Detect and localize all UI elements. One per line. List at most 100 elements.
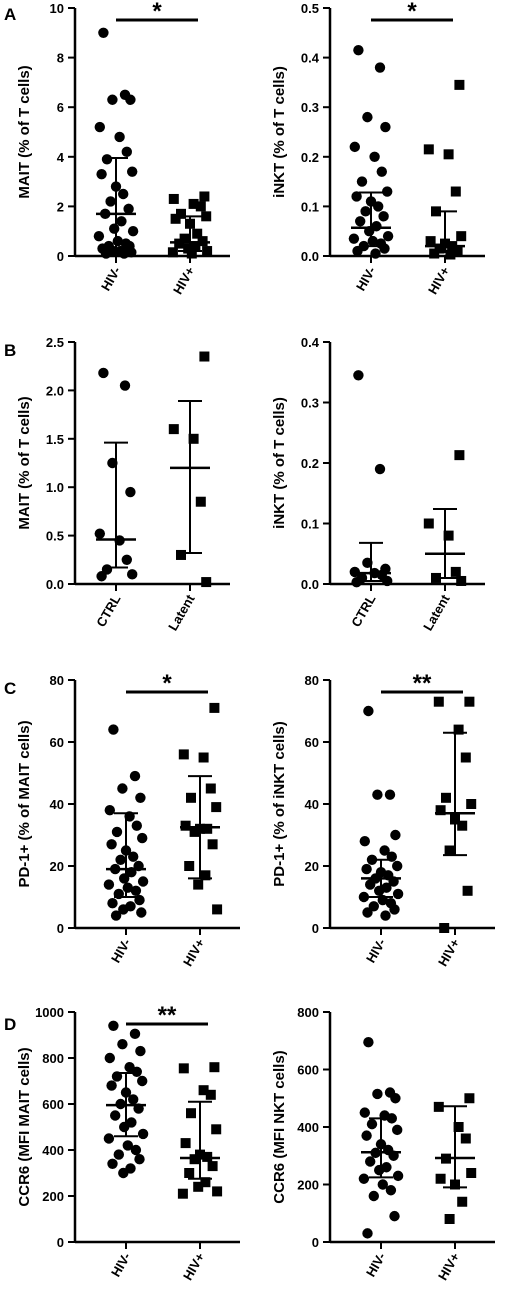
data-point-hiv- <box>186 1108 196 1119</box>
x-tick-label-hiv-: HIV- <box>108 1250 134 1279</box>
data-point-latent <box>201 577 212 588</box>
data-point-hiv- <box>390 1093 401 1104</box>
data-point-hiv- <box>192 228 203 239</box>
x-tick-label-hiv-: HIV+ <box>425 264 453 297</box>
y-tick-label: 800 <box>297 1005 319 1020</box>
data-point-hiv- <box>362 1228 373 1239</box>
chart-d-right: 0 200 400 600 800 CCR6 (MFI NKT cells) HIV- HIV… <box>271 1005 495 1283</box>
data-point-hiv- <box>110 910 122 921</box>
data-point-hiv- <box>179 233 190 244</box>
data-point-hiv- <box>209 1062 220 1073</box>
data-point-hiv- <box>358 1173 370 1184</box>
data-point-hiv- <box>184 1168 195 1178</box>
data-point-hiv- <box>462 885 473 896</box>
significance-label: ** <box>158 1002 177 1029</box>
data-point-hiv- <box>433 1101 444 1112</box>
chart-b-left: 0.0 0.5 1.0 1.5 2.0 2.5 MAIT (% of T cells) CTR… <box>16 335 230 633</box>
data-point-hiv- <box>200 1177 211 1188</box>
data-point-hiv- <box>351 191 362 202</box>
panel-label-a: A <box>4 5 16 24</box>
data-point-hiv- <box>134 1154 145 1165</box>
data-point-hiv- <box>378 211 389 222</box>
data-point-hiv- <box>358 891 370 903</box>
data-point-hiv- <box>117 783 128 794</box>
data-point-hiv- <box>170 213 181 224</box>
data-point-hiv- <box>380 121 391 133</box>
data-point-hiv- <box>94 121 106 133</box>
x-tick-label-hiv-: HIV+ <box>435 936 463 969</box>
data-point-hiv- <box>184 861 195 871</box>
data-point-hiv- <box>349 141 360 153</box>
y-tick-label: 0.1 <box>301 517 319 532</box>
data-point-hiv- <box>441 792 451 803</box>
data-point-hiv- <box>209 702 220 713</box>
data-point-hiv- <box>103 879 115 890</box>
x-tick-label-hiv-: HIV- <box>98 264 124 293</box>
data-point-hiv- <box>137 876 149 887</box>
data-point-hiv- <box>212 1186 223 1197</box>
data-point-latent <box>176 549 186 560</box>
y-tick-label: 400 <box>297 1120 319 1135</box>
data-point-hiv- <box>392 1170 404 1182</box>
y-tick-label: 200 <box>297 1178 319 1193</box>
x-tick-label-hiv-: HIV- <box>363 1250 389 1279</box>
data-point-hiv- <box>113 1149 125 1160</box>
data-point-hiv- <box>356 176 368 187</box>
data-point-hiv- <box>135 1045 146 1057</box>
data-point-hiv- <box>382 186 393 197</box>
data-point-hiv- <box>180 1138 191 1149</box>
y-tick-label: 8 <box>57 51 64 66</box>
data-point-hiv- <box>374 1164 385 1176</box>
data-point-hiv- <box>105 196 116 207</box>
x-tick-label-hiv-: HIV- <box>353 264 379 293</box>
y-axis-label: CCR6 (MFI MAIT cells) <box>16 1047 33 1206</box>
y-tick-label: 0.4 <box>301 51 320 66</box>
y-tick-label: 0.5 <box>301 1 319 16</box>
data-point-hiv- <box>359 836 370 847</box>
data-point-hiv- <box>123 203 134 215</box>
data-point-hiv- <box>108 1020 119 1031</box>
data-point-hiv- <box>115 854 126 865</box>
data-point-latent <box>188 433 199 444</box>
data-point-hiv- <box>119 873 130 884</box>
data-point-hiv- <box>193 1181 204 1192</box>
data-point-hiv- <box>433 696 444 707</box>
data-point-hiv- <box>466 1168 477 1178</box>
data-point-hiv- <box>104 1052 116 1064</box>
x-tick-label-ctrl: CTRL <box>93 592 123 630</box>
data-point-latent <box>168 424 179 435</box>
data-point-hiv- <box>439 923 450 933</box>
data-point-hiv- <box>108 724 119 735</box>
data-point-hiv- <box>443 149 454 160</box>
data-point-hiv- <box>114 131 125 143</box>
data-point-hiv- <box>362 907 373 918</box>
data-point-hiv- <box>188 198 199 209</box>
data-point-hiv- <box>130 1144 142 1156</box>
data-point-hiv- <box>368 1190 379 1202</box>
data-point-hiv- <box>376 166 387 177</box>
data-point-hiv- <box>125 94 136 105</box>
data-point-hiv- <box>423 144 434 155</box>
data-point-hiv- <box>389 1210 400 1222</box>
significance-label: * <box>407 0 417 25</box>
data-point-hiv- <box>195 201 206 212</box>
data-point-hiv- <box>118 248 130 259</box>
x-tick-label-hiv-: HIV+ <box>435 1250 463 1283</box>
data-point-hiv- <box>186 248 197 259</box>
chart-b-right: 0.0 0.1 0.2 0.3 0.4 iNKT (% of T cells) CTRL La… <box>271 335 485 633</box>
data-point-hiv- <box>359 1107 370 1118</box>
data-point-hiv- <box>199 191 210 202</box>
data-point-hiv- <box>360 206 371 217</box>
data-point-hiv- <box>389 904 400 915</box>
data-point-hiv- <box>434 243 445 254</box>
x-tick-label-latent: Latent <box>165 591 198 633</box>
y-tick-label: 10 <box>50 1 64 16</box>
y-tick-label: 60 <box>50 735 64 750</box>
data-point-hiv- <box>198 1085 209 1096</box>
data-point-hiv- <box>107 898 118 909</box>
x-tick-label-hiv-: HIV+ <box>180 1250 208 1283</box>
y-tick-label: 20 <box>50 859 64 874</box>
data-point-hiv- <box>464 696 475 707</box>
data-point-hiv- <box>189 826 200 837</box>
data-point-hiv- <box>205 783 216 794</box>
